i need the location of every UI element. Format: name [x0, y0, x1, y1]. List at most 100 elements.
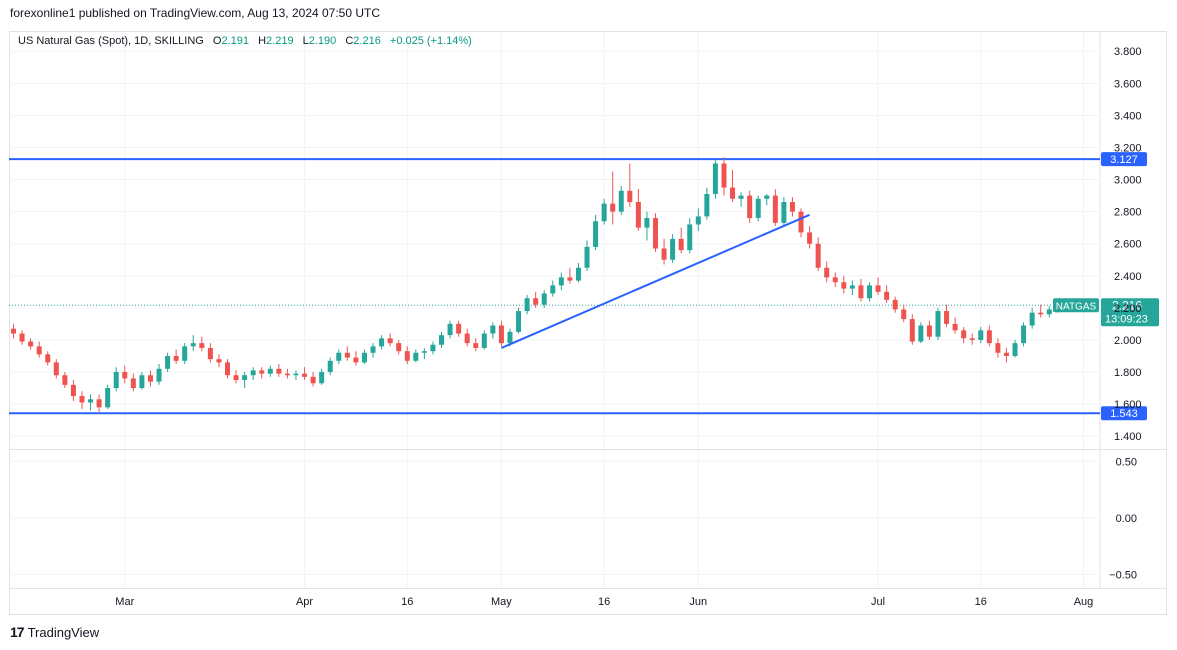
- price-tick-label: 3.600: [1114, 78, 1142, 90]
- candle-body: [995, 343, 1001, 353]
- candle-body: [327, 360, 333, 373]
- candle-body: [53, 362, 59, 376]
- candle-body: [182, 346, 188, 361]
- candle-body: [490, 325, 496, 334]
- candle-body: [567, 277, 573, 281]
- candle-body: [276, 368, 282, 374]
- candle-body: [216, 359, 222, 363]
- time-tick-label: 16: [401, 596, 413, 608]
- candle-body: [481, 333, 487, 348]
- candle-body: [858, 285, 864, 299]
- publish-line: forexonline1 published on TradingView.co…: [10, 6, 381, 20]
- price-tick-label: 3.000: [1114, 175, 1142, 187]
- candle-body: [139, 375, 145, 389]
- indicator-tick-label: −0.50: [1109, 569, 1137, 581]
- chart-frame: [9, 31, 1167, 615]
- candle-body: [747, 195, 753, 219]
- candle-body: [267, 368, 273, 374]
- grid: [9, 32, 1166, 589]
- candle-body: [19, 333, 25, 342]
- candle-body: [1038, 312, 1044, 315]
- time-tick-label: Apr: [296, 596, 313, 608]
- candle-body: [233, 375, 239, 381]
- candle-body: [764, 195, 770, 199]
- candle-body: [918, 325, 924, 342]
- candle-body: [507, 331, 513, 344]
- candle-body: [353, 357, 359, 363]
- candle-body: [36, 346, 42, 355]
- candle-body: [319, 372, 325, 384]
- candle-body: [396, 343, 402, 352]
- candle-body: [772, 195, 778, 223]
- candle-body: [867, 285, 872, 299]
- open-label: O: [212, 35, 222, 47]
- candle-body: [721, 163, 727, 188]
- candle-body: [849, 285, 855, 289]
- tradingview-brand[interactable]: 17 TradingView: [10, 624, 99, 640]
- candle-body: [207, 347, 213, 360]
- candle-body: [1012, 343, 1018, 356]
- candle-body: [70, 384, 76, 397]
- candle-body: [344, 352, 350, 358]
- symbol-legend: US Natural Gas (Spot), 1D, SKILLING O 2.1…: [18, 35, 472, 47]
- horizontal-levels: [9, 158, 1100, 415]
- candle-body: [584, 246, 590, 268]
- high-label: H: [258, 35, 267, 47]
- low-value: 2.190: [308, 35, 337, 47]
- candle-body: [190, 343, 196, 347]
- candle-body: [926, 325, 932, 337]
- candle-body: [627, 190, 633, 203]
- candle-body: [96, 399, 102, 408]
- high-value: 2.219: [266, 35, 294, 47]
- candle-body: [952, 323, 958, 331]
- candle-body: [404, 351, 410, 361]
- support-price-label: 1.543: [1110, 408, 1138, 420]
- candle-body: [558, 277, 564, 286]
- candle-body: [284, 373, 290, 376]
- candle-body: [79, 396, 85, 403]
- candle-body: [550, 285, 556, 294]
- last-price-tag: [1101, 298, 1159, 327]
- candle-body: [541, 293, 547, 305]
- candle-body: [430, 344, 436, 352]
- candle-body: [122, 372, 128, 379]
- candle-body: [413, 352, 419, 361]
- candle-body: [618, 190, 624, 212]
- candle-body: [242, 375, 248, 381]
- time-tick-label: Aug: [1074, 596, 1094, 608]
- candle-body: [199, 343, 205, 348]
- candle-body: [130, 378, 136, 389]
- candle-body: [45, 354, 51, 363]
- candle-body: [644, 218, 650, 228]
- candle-body: [421, 351, 427, 353]
- candle-body: [969, 338, 975, 340]
- candle-body: [1029, 312, 1035, 326]
- candles: [11, 157, 1069, 413]
- candle-body: [387, 338, 393, 344]
- candle-body: [473, 343, 479, 348]
- candle-body: [1003, 352, 1009, 356]
- trendline: [501, 213, 810, 349]
- candle-body: [875, 285, 881, 292]
- candle-body: [712, 163, 718, 194]
- tradingview-logo-icon: 17: [10, 624, 25, 640]
- candle-body: [909, 319, 915, 342]
- candle-body: [524, 298, 530, 312]
- candle-body: [815, 243, 821, 268]
- symbol-title: US Natural Gas (Spot), 1D, SKILLING: [18, 35, 204, 47]
- candle-body: [781, 202, 787, 223]
- indicator-tick-label: 0.00: [1116, 513, 1137, 525]
- candle-body: [892, 299, 898, 310]
- price-tick-label: 2.600: [1114, 239, 1142, 251]
- candle-body: [986, 330, 992, 344]
- candle-body: [88, 399, 94, 403]
- candle-body: [755, 198, 761, 219]
- candle-body: [293, 373, 299, 376]
- candle-body: [944, 311, 950, 324]
- change-value: +0.025 (+1.14%): [389, 35, 472, 47]
- candle-body: [147, 375, 153, 382]
- time-axis: MarApr16May16JunJul16Aug19: [115, 596, 1094, 608]
- candle-body: [1046, 309, 1052, 315]
- candle-body: [11, 328, 16, 334]
